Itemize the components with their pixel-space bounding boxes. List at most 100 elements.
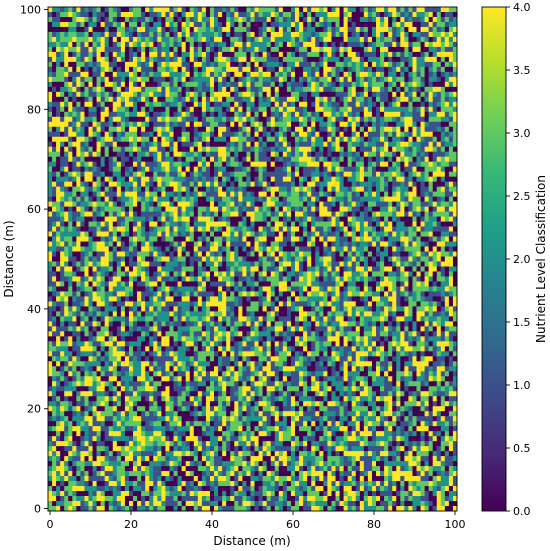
heatmap-cell	[286, 176, 292, 182]
heatmap-cell	[60, 96, 65, 103]
heatmap-cell	[319, 146, 324, 153]
heatmap-cell	[145, 236, 150, 242]
heatmap-cell	[303, 106, 308, 113]
heatmap-cell	[396, 101, 401, 108]
heatmap-cell	[400, 66, 405, 73]
heatmap-cell	[258, 81, 263, 88]
heatmap-cell	[197, 176, 203, 182]
heatmap-cell	[173, 76, 178, 83]
heatmap-cell	[56, 106, 61, 113]
heatmap-cell	[416, 61, 421, 68]
heatmap-cell	[218, 196, 223, 202]
heatmap-cell	[282, 241, 288, 247]
heatmap-cell	[436, 206, 442, 212]
heatmap-cell	[420, 116, 425, 123]
heatmap-cell	[52, 191, 57, 197]
heatmap-cell	[56, 221, 61, 227]
heatmap-cell	[173, 96, 178, 103]
heatmap-cell	[84, 106, 89, 113]
heatmap-cell	[153, 246, 158, 252]
heatmap-cell	[286, 51, 292, 58]
heatmap-cell	[72, 216, 77, 222]
heatmap-cell	[412, 201, 417, 207]
heatmap-cell	[343, 91, 349, 98]
heatmap-cell	[250, 96, 255, 103]
heatmap-cell	[416, 31, 421, 38]
heatmap-cell	[448, 206, 454, 212]
heatmap-cell	[270, 31, 276, 38]
heatmap-cell	[444, 41, 450, 48]
heatmap-cell	[120, 236, 126, 242]
heatmap-cell	[72, 226, 77, 232]
heatmap-cell	[157, 171, 162, 178]
heatmap-cell	[270, 41, 276, 48]
heatmap-cell	[120, 221, 126, 227]
heatmap-cell	[234, 216, 239, 222]
heatmap-cell	[339, 211, 344, 217]
heatmap-cell	[266, 116, 272, 123]
heatmap-cell	[408, 116, 413, 123]
heatmap-cell	[254, 61, 259, 68]
heatmap-cell	[343, 121, 349, 128]
heatmap-cell	[169, 241, 174, 247]
heatmap-cell	[262, 91, 268, 98]
heatmap-cell	[76, 36, 81, 43]
heatmap-cell	[327, 221, 332, 227]
heatmap-cell	[177, 231, 182, 237]
heatmap-cell	[404, 211, 409, 217]
heatmap-cell	[327, 101, 332, 108]
heatmap-cell	[380, 51, 385, 58]
heatmap-cell	[84, 246, 89, 252]
heatmap-cell	[64, 146, 69, 153]
heatmap-cell	[424, 156, 429, 163]
heatmap-cell	[68, 86, 73, 93]
heatmap-cell	[286, 26, 292, 33]
heatmap-cell	[440, 96, 446, 103]
heatmap-cell	[363, 186, 369, 192]
heatmap-cell	[448, 16, 454, 23]
heatmap-cell	[92, 181, 97, 187]
heatmap-cell	[112, 241, 118, 247]
heatmap-cell	[299, 36, 304, 43]
heatmap-cell	[222, 61, 227, 68]
heatmap-cell	[76, 7, 81, 13]
heatmap-cell	[64, 136, 69, 143]
heatmap-cell	[48, 16, 53, 23]
heatmap-cell	[266, 226, 272, 232]
heatmap-cell	[226, 116, 231, 123]
heatmap-cell	[234, 71, 239, 78]
heatmap-cell	[270, 241, 276, 247]
heatmap-cell	[380, 91, 385, 98]
heatmap-cell	[68, 116, 73, 123]
heatmap-cell	[226, 151, 231, 158]
heatmap-cell	[161, 31, 166, 38]
heatmap-cell	[384, 241, 389, 247]
heatmap-cell	[258, 236, 263, 242]
heatmap-cell	[193, 26, 199, 33]
heatmap-cell	[205, 96, 211, 103]
heatmap-cell	[181, 116, 187, 123]
heatmap-cell	[197, 91, 203, 98]
heatmap-cell	[173, 146, 178, 153]
heatmap-cell	[331, 171, 336, 178]
heatmap-cell	[222, 156, 227, 163]
heatmap-cell	[60, 191, 65, 197]
heatmap-cell	[88, 241, 93, 247]
heatmap-cell	[141, 201, 146, 207]
heatmap-cell	[124, 191, 130, 197]
heatmap-cell	[128, 81, 134, 88]
heatmap-cell	[266, 206, 272, 212]
heatmap-cell	[189, 131, 195, 138]
heatmap-cell	[108, 216, 114, 222]
heatmap-cell	[246, 246, 251, 252]
heatmap-cell	[153, 106, 158, 113]
heatmap-cell	[396, 66, 401, 73]
heatmap-cell	[128, 206, 134, 212]
heatmap-cell	[48, 126, 53, 133]
heatmap-cell	[404, 111, 409, 118]
heatmap-cell	[60, 241, 65, 247]
heatmap-cell	[311, 201, 316, 207]
heatmap-cell	[452, 191, 458, 197]
heatmap-cell	[311, 16, 316, 23]
heatmap-cell	[274, 151, 280, 158]
